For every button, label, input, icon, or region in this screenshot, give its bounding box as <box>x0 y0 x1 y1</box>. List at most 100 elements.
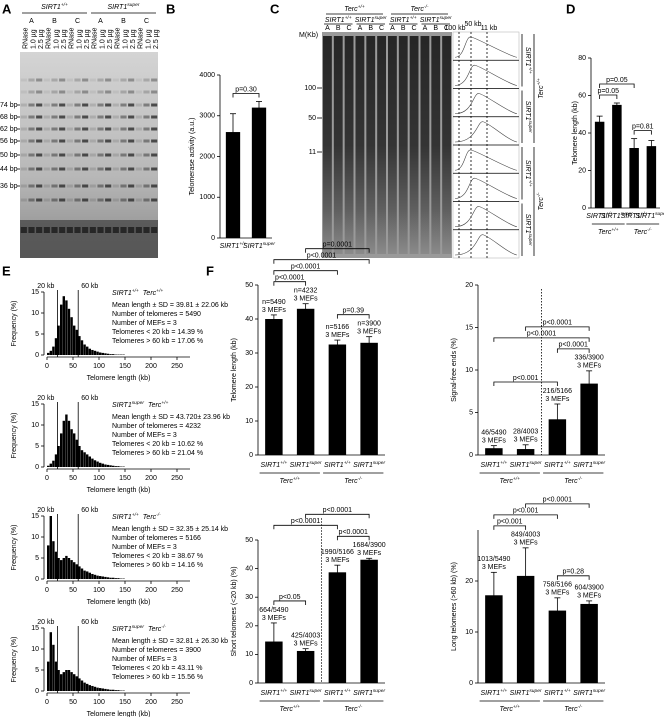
histogram-bar <box>75 439 78 467</box>
gel-band <box>66 153 73 157</box>
gel-band <box>20 184 27 188</box>
gel-band <box>43 103 50 107</box>
gel-band <box>36 139 43 143</box>
y-tick-label: 10 <box>31 310 39 317</box>
text-part: SIRT1 <box>524 101 531 121</box>
text-part: -/- <box>578 476 583 482</box>
y-tick-label: 50 <box>245 537 253 544</box>
gel-band <box>74 103 81 107</box>
x-tick-label: 0 <box>45 475 49 482</box>
size-label: 11 <box>309 149 316 156</box>
gel-band <box>43 227 50 233</box>
bar-annotation: 849/4003 <box>511 532 540 539</box>
significance-bracket <box>273 524 338 530</box>
lane-label: 1.0 µg <box>145 29 152 49</box>
gel-band <box>151 153 158 157</box>
gel-band <box>135 184 142 188</box>
genotype-label: Terc-/- <box>411 4 429 13</box>
bar-annotation: 3 MEFs <box>294 296 319 303</box>
x-tick-label: 100 <box>93 587 105 594</box>
gel-lane <box>323 36 332 254</box>
y-tick-label: 0 <box>582 205 586 212</box>
gel-band <box>43 90 50 94</box>
text-part: SIRT1 <box>524 47 531 67</box>
histogram-bar <box>109 577 112 579</box>
histogram-stat: Number of MEFs = 3 <box>112 656 177 663</box>
histogram-bar <box>73 433 76 467</box>
group-label: Terc+/+ <box>500 704 521 713</box>
size-label: 100 <box>304 85 316 92</box>
line-label: SIRT1+/+ <box>390 15 417 24</box>
gel-band <box>120 103 127 107</box>
x-tick-label: SIRT1+/+ <box>260 460 287 469</box>
histogram-bar <box>67 670 71 691</box>
p-value: p<0.0001 <box>291 264 320 271</box>
x-tick-label: 0 <box>45 363 49 370</box>
histogram-bar <box>73 674 76 691</box>
text-part: super <box>655 211 664 217</box>
gel-band <box>36 115 43 119</box>
text-part: +/+ <box>513 476 520 482</box>
gel-band <box>59 115 66 119</box>
gel-band <box>151 227 158 233</box>
threshold-label: 20 kb <box>37 395 54 402</box>
gel-lane <box>366 36 376 254</box>
gel-band <box>36 103 43 107</box>
error-bar <box>554 597 561 624</box>
text-part: +/+ <box>564 460 571 466</box>
text-part: Terc <box>538 197 545 211</box>
histogram-bar <box>62 296 65 355</box>
x-tick-label: SIRT1+/+ <box>324 688 351 697</box>
gel-band <box>36 78 43 82</box>
error-bar <box>230 113 236 151</box>
gel-band <box>74 115 81 119</box>
x-tick-label: 0 <box>45 699 49 706</box>
lane-label: RNase <box>92 27 99 49</box>
bar <box>580 603 598 683</box>
gel-band <box>51 198 58 202</box>
y-tick-label: 10 <box>31 422 39 429</box>
text-part: Terc <box>564 706 578 713</box>
bar <box>360 342 378 455</box>
x-tick-label: SIRT1super <box>353 688 385 697</box>
y-tick-label: 15 <box>31 401 39 408</box>
histogram-bar <box>106 464 110 467</box>
profile-curve <box>454 64 518 86</box>
gel-band <box>82 115 89 119</box>
panel-letter: F <box>206 263 214 278</box>
gel-lane <box>442 36 451 254</box>
threshold-label: 20 kb <box>37 283 54 290</box>
text-part: SIRT1 <box>112 402 132 409</box>
gel-band <box>97 115 104 119</box>
group-label: Terc-/- <box>344 704 362 713</box>
y-tick-label: 0 <box>249 452 253 459</box>
histogram-bar <box>70 560 73 579</box>
p-value: p<0.0001 <box>275 275 304 282</box>
text-part: SIRT1 <box>480 462 500 469</box>
gel-band <box>66 184 73 188</box>
histogram-bar <box>54 551 58 579</box>
gel-lane <box>420 36 430 254</box>
group-label: Terc-/- <box>634 227 652 236</box>
y-axis-label: Signal-free ends (%) <box>451 338 458 402</box>
marker-label: 68 bp <box>0 114 18 121</box>
histogram-stat: Number of MEFs = 3 <box>112 432 177 439</box>
histogram-bar <box>57 670 60 691</box>
gel-band <box>59 103 66 107</box>
histogram-bar <box>52 644 55 691</box>
bar-annotation: 3 MEFs <box>482 437 507 444</box>
error-bar <box>522 444 529 454</box>
gel-band <box>135 227 142 233</box>
histogram-bar <box>57 325 60 355</box>
x-axis-label: Telomere length (kb) <box>87 599 151 606</box>
text-part: +/+ <box>513 704 520 710</box>
gel-band <box>97 198 104 202</box>
significance-bracket <box>232 93 260 98</box>
y-tick-label: 15 <box>31 289 39 296</box>
group-label: Terc+/+ <box>500 476 521 485</box>
text-part: super <box>309 688 322 694</box>
panel-letter: E <box>2 263 11 278</box>
error-bar <box>490 445 497 451</box>
significance-bracket <box>493 381 558 386</box>
